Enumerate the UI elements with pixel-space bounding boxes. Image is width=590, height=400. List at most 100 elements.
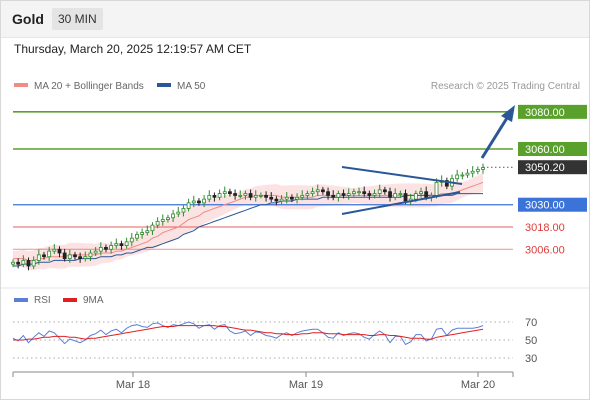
- candle: [119, 243, 124, 246]
- projection-arrow-head: [501, 105, 515, 122]
- candle: [222, 191, 227, 194]
- resistance-tag: [518, 142, 587, 156]
- candle: [93, 250, 98, 254]
- candle: [460, 174, 465, 177]
- candle: [305, 193, 310, 196]
- candle: [284, 196, 289, 200]
- candle: [326, 191, 330, 196]
- candle: [248, 193, 253, 198]
- candle: [331, 195, 336, 198]
- chart-header: Gold 30 MIN: [1, 1, 589, 38]
- current-price-label: 3050.20: [525, 162, 565, 174]
- candle: [150, 224, 155, 232]
- rsi-tick-label: 50: [525, 335, 537, 347]
- candle: [243, 193, 248, 196]
- candle: [233, 193, 237, 196]
- candle: [475, 169, 480, 172]
- candle: [465, 172, 470, 176]
- candle: [419, 191, 423, 194]
- candle: [253, 195, 258, 198]
- symbol-title: Gold: [12, 11, 44, 27]
- candle: [444, 180, 449, 187]
- candle: [57, 248, 62, 254]
- candle: [114, 243, 119, 246]
- candle: [145, 230, 150, 233]
- candle: [104, 247, 108, 250]
- candle: [197, 200, 201, 204]
- candle: [160, 219, 165, 222]
- bollinger-band: [13, 173, 483, 271]
- legend-label-ma20: MA 20 + Bollinger Bands: [34, 81, 144, 92]
- candle: [413, 193, 418, 200]
- candle: [315, 189, 320, 193]
- candle: [78, 256, 83, 259]
- candle: [11, 261, 15, 265]
- candle: [26, 260, 31, 267]
- candle: [129, 237, 134, 243]
- pivot-tag: [518, 197, 587, 212]
- candle: [264, 195, 268, 198]
- candle: [186, 202, 191, 209]
- candle: [140, 232, 145, 235]
- candle: [424, 191, 429, 198]
- legend-item-ma20: MA 20 + Bollinger Bands: [14, 81, 144, 92]
- timeframe-button[interactable]: 30 MIN: [52, 8, 103, 30]
- candle: [403, 193, 408, 202]
- resistance-tag: [518, 104, 587, 119]
- candle: [166, 217, 170, 220]
- candle: [181, 208, 186, 213]
- candle: [382, 189, 387, 193]
- candle: [310, 191, 315, 194]
- candle: [300, 195, 305, 198]
- candle: [290, 196, 294, 200]
- credit-text: Research © 2025 Trading Central: [430, 81, 580, 92]
- candle: [455, 174, 460, 180]
- resistance-label: 3080.00: [525, 107, 565, 119]
- resistance-label: 3060.00: [525, 144, 565, 156]
- rsi-tick-label: 30: [525, 353, 537, 365]
- candle: [341, 193, 346, 196]
- candle: [135, 234, 139, 239]
- legend-swatch-ma20: [14, 83, 28, 88]
- candle: [191, 200, 196, 204]
- candle: [212, 195, 217, 198]
- candle: [351, 191, 356, 194]
- candle: [36, 254, 41, 261]
- candle: [207, 195, 212, 200]
- candle: [88, 252, 93, 258]
- candle: [393, 193, 398, 198]
- candle: [21, 260, 26, 265]
- candle: [52, 248, 57, 252]
- candle: [202, 198, 206, 204]
- candle: [31, 260, 36, 267]
- candle: [228, 191, 232, 194]
- candle: [109, 245, 114, 250]
- candle: [377, 189, 382, 194]
- candle: [16, 261, 21, 265]
- candle: [83, 256, 88, 259]
- candle: [155, 221, 160, 226]
- candle: [279, 198, 284, 202]
- legend-item-ma50: MA 50: [157, 81, 205, 92]
- x-tick-label: Mar 20: [461, 379, 495, 391]
- candle: [259, 195, 263, 197]
- rsi-tick-label: 70: [525, 317, 537, 329]
- candle: [320, 189, 325, 193]
- candle: [346, 193, 351, 196]
- triangle-lower-line: [341, 191, 461, 215]
- legend-swatch-ma50: [157, 83, 171, 88]
- rsi-ma-line: [13, 325, 484, 341]
- x-tick-label: Mar 18: [116, 379, 150, 391]
- candle: [171, 213, 176, 219]
- candle: [62, 252, 67, 259]
- rsi-line: [12, 321, 484, 346]
- candle: [362, 191, 367, 194]
- candle: [336, 193, 341, 198]
- x-tick-label: Mar 19: [289, 379, 323, 391]
- candle: [398, 193, 403, 195]
- candle: [372, 193, 377, 196]
- candle: [481, 167, 485, 170]
- support-label: 3018.00: [525, 222, 565, 234]
